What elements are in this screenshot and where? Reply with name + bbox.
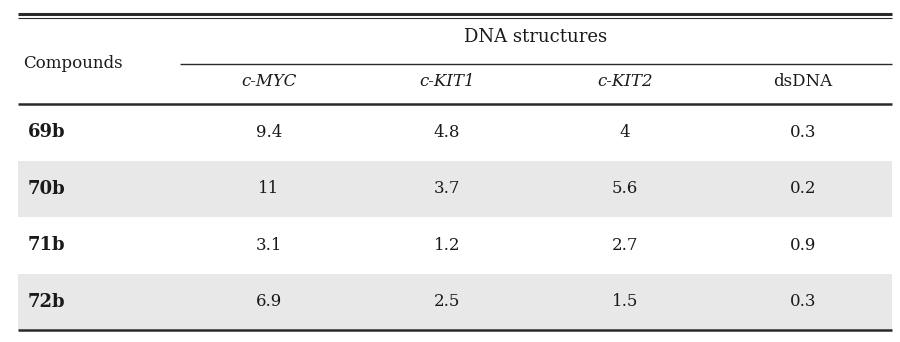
Text: c-MYC: c-MYC — [241, 74, 297, 91]
Text: 4: 4 — [620, 124, 630, 141]
Text: 69b: 69b — [28, 123, 66, 141]
Text: 72b: 72b — [28, 293, 66, 311]
Text: 0.3: 0.3 — [790, 124, 816, 141]
Text: 4.8: 4.8 — [434, 124, 460, 141]
Text: dsDNA: dsDNA — [773, 74, 833, 91]
Text: 1.2: 1.2 — [434, 237, 460, 254]
Text: Compounds: Compounds — [23, 55, 122, 73]
Text: 3.7: 3.7 — [434, 180, 460, 197]
Text: 0.2: 0.2 — [790, 180, 816, 197]
Text: 0.3: 0.3 — [790, 293, 816, 310]
Text: DNA structures: DNA structures — [464, 28, 608, 46]
Text: 70b: 70b — [28, 180, 66, 198]
Text: 2.7: 2.7 — [612, 237, 638, 254]
Bar — [18, 274, 892, 330]
Text: 1.5: 1.5 — [612, 293, 638, 310]
Text: c-KIT2: c-KIT2 — [598, 74, 652, 91]
Text: 5.6: 5.6 — [612, 180, 638, 197]
Text: 9.4: 9.4 — [256, 124, 283, 141]
Text: 0.9: 0.9 — [790, 237, 816, 254]
Text: 6.9: 6.9 — [256, 293, 282, 310]
Text: 3.1: 3.1 — [256, 237, 283, 254]
Text: c-KIT1: c-KIT1 — [419, 74, 475, 91]
Bar — [18, 160, 892, 217]
Text: 2.5: 2.5 — [434, 293, 460, 310]
Text: 11: 11 — [258, 180, 280, 197]
Text: 71b: 71b — [28, 236, 66, 254]
